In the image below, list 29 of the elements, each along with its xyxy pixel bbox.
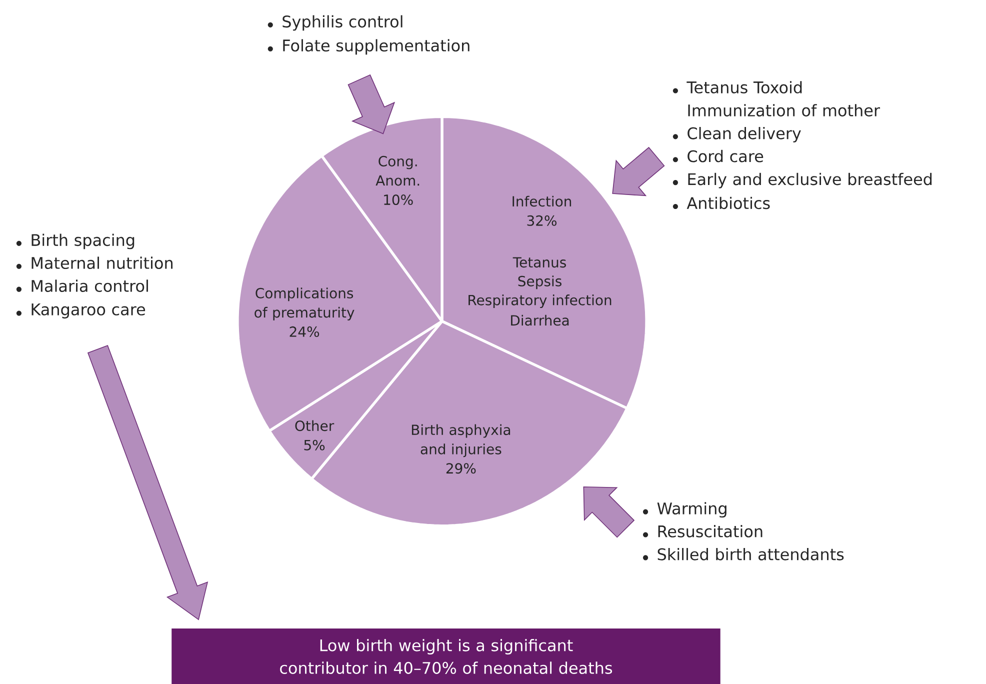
text: Syphilis control — [282, 15, 402, 30]
slice-label: Complications of prematurity — [254, 287, 354, 320]
text: Skilled birth attendants — [658, 548, 844, 560]
text: Tetanus — [512, 257, 566, 268]
text: Low birth weight is a significant contributor in 40–70% of neonatal deaths — [280, 638, 612, 674]
slice-label: Cong. Anom. — [376, 156, 420, 186]
text: Early and exclusive breastfeed — [688, 172, 932, 188]
data-label: 5% — [304, 440, 325, 450]
text: Kangaroo care — [32, 303, 146, 318]
slice-label: Infection — [512, 196, 572, 206]
text: Clean delivery — [688, 126, 801, 142]
text: Respiratory infection — [468, 294, 612, 308]
data-label: 24% — [290, 326, 320, 337]
text: Diarrhea — [511, 314, 569, 326]
text: Warming — [657, 502, 726, 518]
text: Malaria control — [32, 279, 148, 292]
data-label: 29% — [446, 462, 476, 474]
text: Resuscitation — [658, 524, 762, 538]
slice-label: Birth asphyxia and injuries — [412, 424, 510, 457]
text: Sepsis — [518, 275, 562, 289]
text: Folate supplementation — [283, 38, 470, 54]
data-label: 32% — [527, 215, 556, 226]
text: Cord care — [688, 150, 764, 162]
data-label: 10% — [384, 194, 413, 205]
text: Tetanus Toxoid Immunization of mother — [686, 80, 880, 116]
text: Birth spacing — [32, 234, 134, 249]
text: Maternal nutrition — [32, 256, 172, 269]
text: Antibiotics — [686, 196, 770, 209]
slice-label: Other — [295, 420, 334, 431]
